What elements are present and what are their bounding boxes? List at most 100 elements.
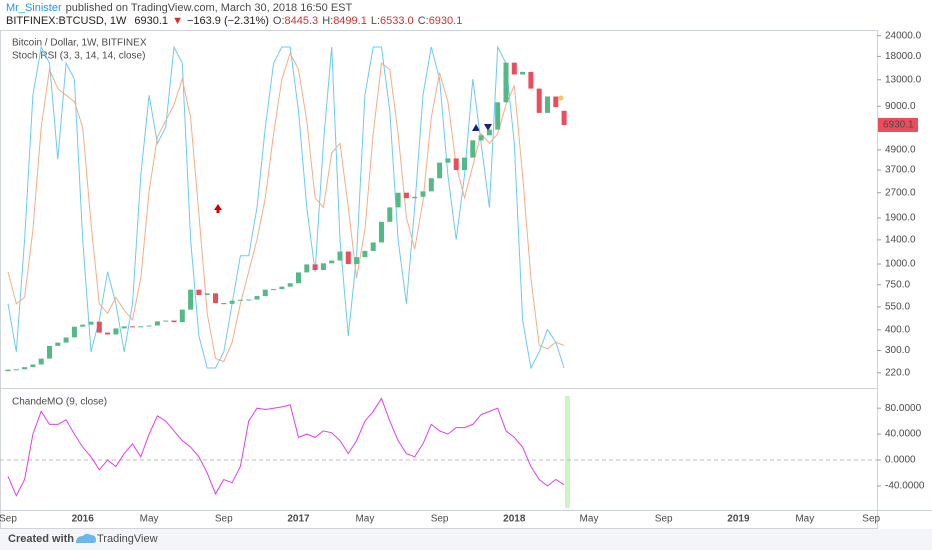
y-tick-label: 40.0000: [885, 429, 922, 440]
frame: [0, 30, 878, 529]
ohlc-value: 8499.1: [333, 15, 367, 27]
candle: [445, 158, 451, 163]
publish-line: Mr_Sinister published on TradingView.com,…: [6, 2, 352, 14]
candle: [163, 320, 169, 322]
price-tag: [878, 117, 918, 132]
candle: [96, 321, 102, 333]
candle: [246, 299, 252, 301]
candle: [204, 293, 210, 295]
author-link[interactable]: Mr_Sinister: [6, 2, 62, 14]
signal-arrow: [214, 204, 222, 213]
x-tick-label: 2019: [727, 514, 750, 525]
overlay-legend: Stoch RSI (3, 3, 14, 14, close): [12, 51, 145, 62]
symbol-line: BITFINEX:BTCUSD, 1W 6930.1 ▼ −163.9 (−2.31%…: [6, 15, 462, 27]
candle: [80, 324, 86, 327]
candle: [296, 272, 301, 284]
candle: [262, 289, 268, 297]
x-tick-label: May: [355, 514, 374, 525]
candle: [154, 321, 160, 326]
candle: [362, 250, 368, 258]
candle: [536, 88, 542, 113]
change: −163.9 (−2.31%): [187, 15, 269, 27]
x-tick-label: Sep: [862, 514, 880, 525]
candle: [287, 283, 293, 287]
x-tick-label: May: [580, 514, 599, 525]
candle: [312, 264, 318, 271]
candle: [545, 96, 550, 113]
y-tick-label: 300.0: [885, 345, 910, 356]
candle: [478, 135, 484, 141]
stoch-line: [7, 45, 565, 370]
candle: [213, 293, 218, 304]
candle: [354, 257, 360, 265]
candle: [428, 178, 434, 192]
candle: [105, 332, 111, 335]
footer-brand[interactable]: TradingView: [97, 533, 158, 545]
ohlc-key: C:: [418, 15, 429, 27]
x-tick-label: Sep: [0, 514, 17, 525]
candle: [337, 251, 343, 261]
candle: [221, 303, 227, 305]
candle: [520, 71, 526, 75]
y-tick-label: 18000.0: [885, 51, 922, 62]
candle: [71, 326, 77, 338]
y-tick-label: 1400.0: [885, 234, 916, 245]
candle: [237, 299, 243, 301]
candle: [171, 320, 177, 323]
candle: [329, 260, 335, 264]
y-tick-label: 9000.0: [885, 101, 916, 112]
candle: [5, 369, 11, 372]
candle: [179, 309, 185, 323]
y-tick-label: 80.0000: [885, 403, 922, 414]
stoch-line: [7, 52, 565, 363]
y-tick-label: 750.0: [885, 279, 910, 290]
candle: [553, 96, 559, 108]
x-tick-label: May: [795, 514, 814, 525]
candle: [30, 364, 36, 368]
candle: [495, 102, 501, 130]
x-tick-label: 2017: [287, 514, 310, 525]
cmo-legend: ChandeMO (9, close): [12, 397, 107, 408]
y-tick-label: 1000.0: [885, 259, 916, 270]
candle: [279, 286, 285, 290]
y-tick-label: -40.0000: [885, 481, 925, 492]
ohlc-value: 8445.3: [285, 15, 319, 27]
candle: [511, 62, 517, 75]
change-arrow: ▼: [172, 15, 183, 27]
ohlc-key: L:: [371, 15, 380, 27]
price-tag-label: 6930.1: [883, 120, 914, 131]
candle: [453, 158, 459, 171]
footer-created: Created with: [8, 533, 74, 545]
y-tick-label: 24000.0: [885, 30, 922, 41]
ohlc-value: 6930.1: [429, 15, 463, 27]
y-tick-label: 220.0: [885, 367, 910, 378]
candle: [437, 162, 443, 179]
candle: [379, 221, 384, 243]
candle: [146, 325, 152, 327]
candle: [254, 296, 260, 300]
candle: [229, 300, 235, 304]
candle: [196, 289, 202, 295]
signal-marker: [558, 95, 564, 101]
candle: [38, 358, 44, 365]
candle: [503, 62, 509, 103]
candle: [395, 192, 401, 208]
y-tick-label: 1900.0: [885, 213, 916, 224]
y-tick-label: 3700.0: [885, 165, 916, 176]
signal-arrow: [484, 124, 492, 131]
candle: [561, 110, 567, 125]
symbol: BITFINEX:BTCUSD, 1W: [6, 15, 127, 27]
candle: [113, 328, 119, 335]
candle: [121, 326, 127, 329]
ohlc-value: 6533.0: [380, 15, 414, 27]
x-tick-label: 2016: [72, 514, 95, 525]
candle: [47, 345, 52, 359]
brand-logo: [76, 533, 96, 543]
candle: [403, 192, 409, 199]
x-tick-label: 2018: [503, 514, 526, 525]
y-tick-label: 4900.0: [885, 145, 916, 156]
published: published on TradingView.com, March 30, …: [66, 2, 353, 14]
candle: [412, 196, 418, 199]
